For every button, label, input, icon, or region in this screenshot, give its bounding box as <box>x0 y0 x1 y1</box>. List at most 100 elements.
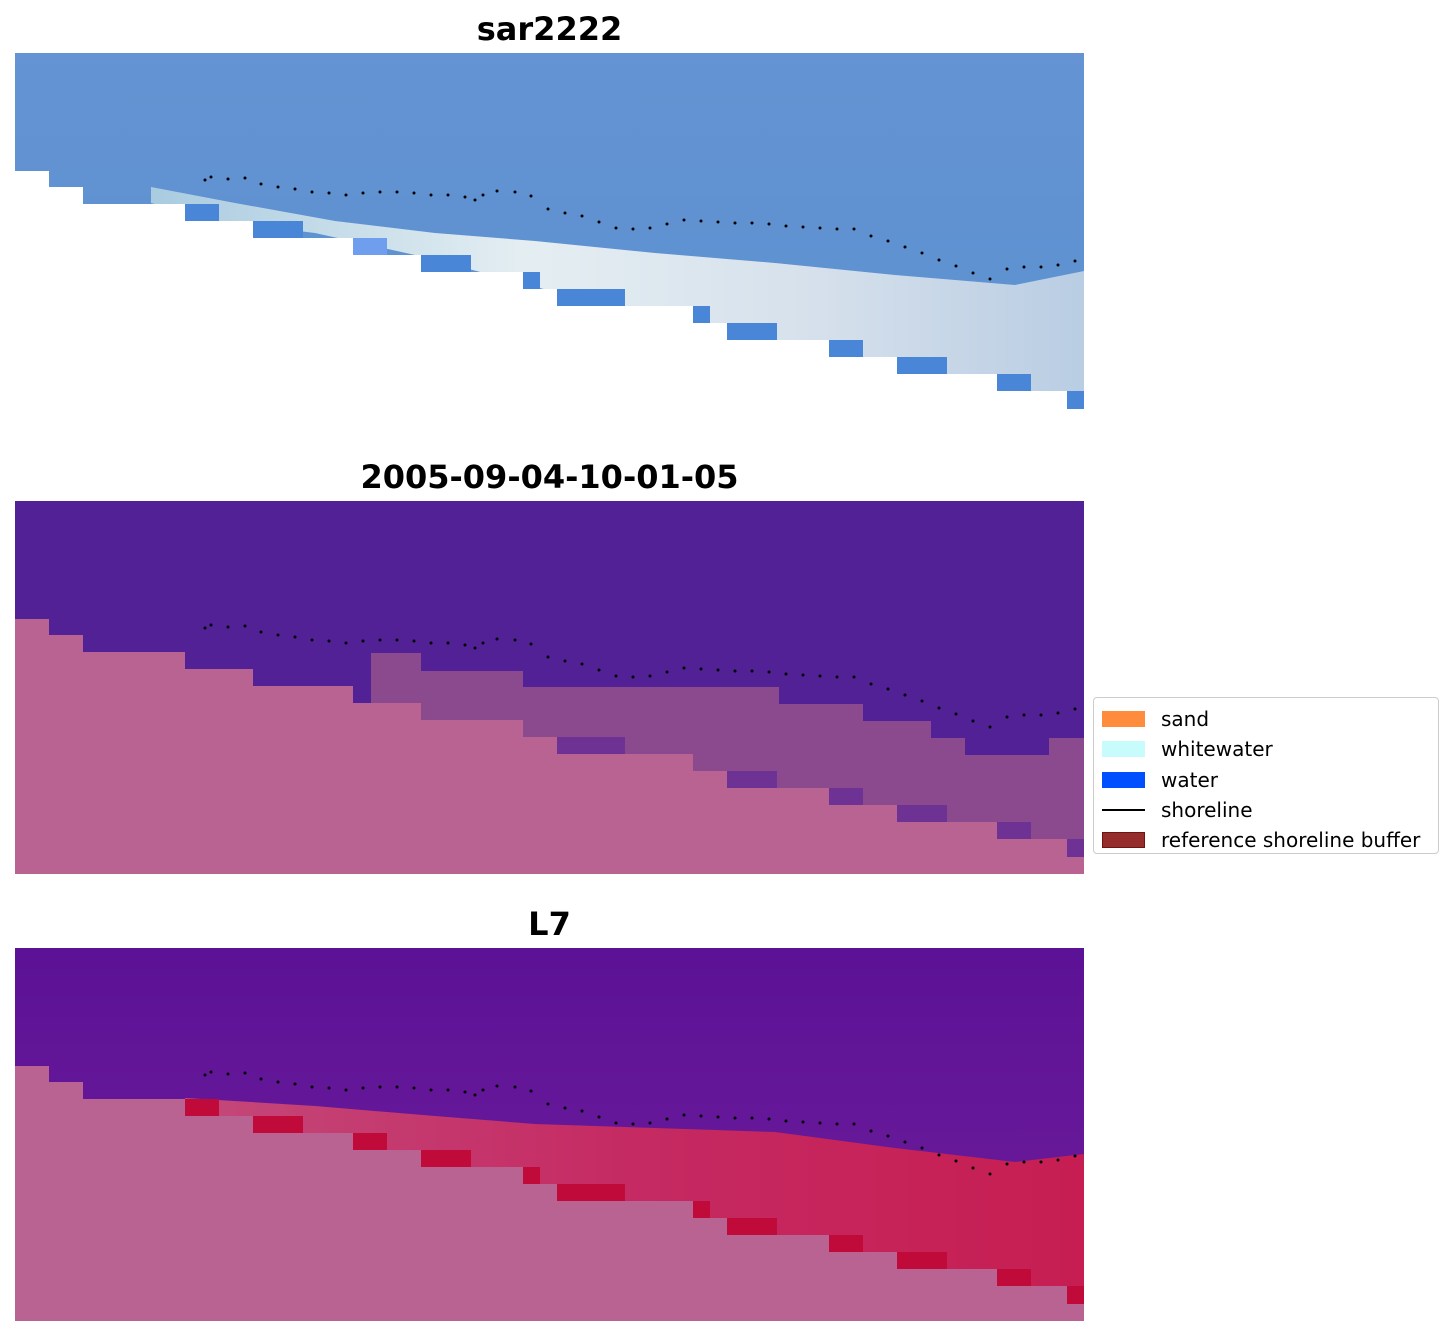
shoreline-point <box>412 1086 416 1090</box>
shoreline-point <box>1022 713 1026 717</box>
shoreline-point <box>259 630 263 634</box>
shoreline-point <box>682 218 686 222</box>
shoreline-point <box>631 675 635 679</box>
shoreline-point <box>1073 707 1077 711</box>
shoreline-point <box>665 670 669 674</box>
shoreline-point <box>784 1119 788 1123</box>
legend-item-sand: sand <box>1102 704 1438 734</box>
shoreline-point <box>903 245 907 249</box>
shoreline-point <box>446 641 450 645</box>
shoreline-point <box>203 626 207 630</box>
shoreline-point <box>835 1122 839 1126</box>
shoreline-point <box>1022 265 1026 269</box>
shoreline-point <box>395 638 399 642</box>
shoreline-point <box>1073 1154 1077 1158</box>
shoreline-point <box>546 207 550 211</box>
shoreline-point <box>310 638 314 642</box>
shoreline-point <box>1039 1160 1043 1164</box>
sar-edge-pixels <box>185 204 1084 409</box>
shoreline-point <box>750 1116 754 1120</box>
shoreline-point <box>597 220 601 224</box>
shoreline-point <box>614 1121 618 1125</box>
shoreline-point <box>293 1082 297 1086</box>
shoreline-point <box>412 191 416 195</box>
shoreline-point <box>852 675 856 679</box>
shoreline-point <box>597 1115 601 1119</box>
shoreline-point <box>495 1084 499 1088</box>
shoreline-point <box>361 639 365 643</box>
shoreline-point <box>954 1159 958 1163</box>
shoreline-point <box>563 211 567 215</box>
shoreline-point <box>473 646 477 650</box>
shoreline-point <box>937 258 941 262</box>
shoreline-point <box>209 175 213 179</box>
shoreline-point <box>801 673 805 677</box>
image-panel-classification <box>15 501 1084 874</box>
shoreline-point <box>226 1072 230 1076</box>
shoreline-point <box>513 638 517 642</box>
shoreline-point <box>920 699 924 703</box>
shoreline-point <box>648 674 652 678</box>
shoreline-point <box>767 670 771 674</box>
shoreline-point <box>852 1122 856 1126</box>
shoreline-point <box>971 1166 975 1170</box>
shoreline-point <box>293 635 297 639</box>
shoreline-point <box>243 624 247 628</box>
sar-nodata-area <box>15 171 1067 409</box>
shoreline-point <box>378 190 382 194</box>
shoreline-point <box>801 1120 805 1124</box>
shoreline-point <box>378 638 382 642</box>
shoreline-point <box>869 1129 873 1133</box>
shoreline-point <box>1005 267 1009 271</box>
shoreline-point <box>429 641 433 645</box>
shoreline-point <box>733 221 737 225</box>
shoreline-point <box>699 219 703 223</box>
shoreline-point <box>971 719 975 723</box>
shoreline-point <box>276 633 280 637</box>
shoreline-point <box>699 667 703 671</box>
shoreline-point <box>886 1134 890 1138</box>
shoreline-point <box>395 190 399 194</box>
shoreline-point <box>1056 711 1060 715</box>
shoreline-point <box>835 675 839 679</box>
shoreline-point <box>937 1153 941 1157</box>
legend-label-whitewater: whitewater <box>1161 737 1273 762</box>
shoreline-point <box>716 220 720 224</box>
shoreline-point <box>818 226 822 230</box>
legend-label-shoreline: shoreline <box>1161 798 1253 823</box>
water-swatch <box>1102 771 1145 788</box>
shoreline-point <box>276 1080 280 1084</box>
class-dark-pixels <box>557 737 1084 857</box>
shoreline-point <box>733 669 737 673</box>
shoreline-point <box>310 190 314 194</box>
shoreline-point <box>750 669 754 673</box>
shoreline-point <box>920 1146 924 1150</box>
legend: sand whitewater water shoreline referenc… <box>1093 697 1439 854</box>
sand-swatch <box>1102 711 1145 728</box>
shoreline-point <box>750 221 754 225</box>
shoreline-point <box>801 225 805 229</box>
shoreline-point <box>869 234 873 238</box>
shoreline-point <box>473 1093 477 1097</box>
shoreline-point <box>733 1116 737 1120</box>
shoreline-point <box>481 193 485 197</box>
shoreline-point <box>429 193 433 197</box>
shoreline-point <box>937 706 941 710</box>
shoreline-point <box>446 1088 450 1092</box>
shoreline-point <box>767 222 771 226</box>
image-panel-sar <box>15 53 1084 409</box>
shoreline-point <box>529 1089 533 1093</box>
shoreline-point <box>344 1088 348 1092</box>
shoreline-point <box>903 693 907 697</box>
shoreline-point <box>529 642 533 646</box>
shoreline-point <box>784 224 788 228</box>
shoreline-point <box>716 668 720 672</box>
shoreline-point <box>869 682 873 686</box>
shoreline-point <box>463 195 467 199</box>
shoreline-point <box>243 176 247 180</box>
shoreline-point <box>852 227 856 231</box>
shoreline-point <box>378 1085 382 1089</box>
legend-item-water: water <box>1102 765 1438 795</box>
shoreline-point <box>327 639 331 643</box>
shoreline-point <box>327 1086 331 1090</box>
